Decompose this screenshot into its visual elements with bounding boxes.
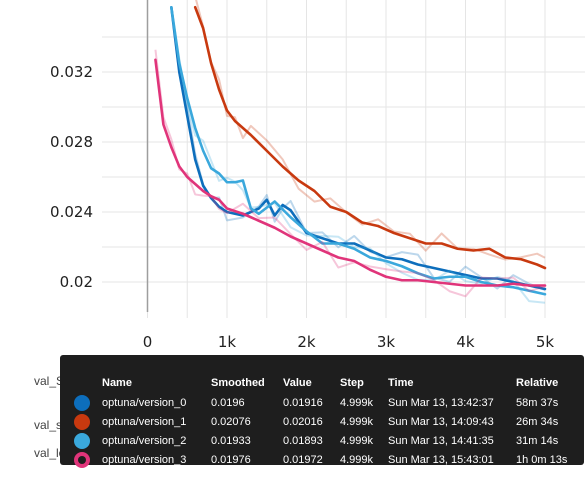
smoothed-value: 0.02076 bbox=[211, 413, 251, 431]
x-tick-labels: 0 1k 2k 3k 4k 5k bbox=[143, 333, 555, 351]
tooltip-row-version-2: optuna/version_2 0.01933 0.01893 4.999k … bbox=[60, 432, 584, 450]
raw-value: 0.02016 bbox=[283, 413, 323, 431]
smoothed-value: 0.01976 bbox=[211, 451, 251, 469]
tooltip-header-time: Time bbox=[388, 374, 413, 392]
run-name: optuna/version_0 bbox=[102, 394, 186, 412]
time-value: Sun Mar 13, 14:09:43 bbox=[388, 413, 494, 431]
series-color-dot bbox=[74, 414, 90, 430]
x-tick-label: 4k bbox=[456, 333, 475, 351]
step-value: 4.999k bbox=[340, 413, 373, 431]
tooltip-header-value: Value bbox=[283, 374, 312, 392]
raw-series-line bbox=[195, 0, 545, 260]
loss-line-chart[interactable]: 0.032 0.028 0.024 0.02 0 1k 2k 3k 4k 5k bbox=[0, 0, 585, 355]
relative-value: 1h 0m 13s bbox=[516, 451, 567, 469]
run-name: optuna/version_1 bbox=[102, 413, 186, 431]
tooltip-header-relative: Relative bbox=[516, 374, 558, 392]
relative-value: 58m 37s bbox=[516, 394, 558, 412]
step-value: 4.999k bbox=[340, 451, 373, 469]
tooltip-header-row: Name Smoothed Value Step Time Relative bbox=[60, 374, 584, 392]
y-tick-label: 0.02 bbox=[60, 273, 93, 291]
series-line-optuna-version-3[interactable] bbox=[155, 60, 545, 286]
series-tooltip: Name Smoothed Value Step Time Relative o… bbox=[60, 355, 584, 465]
x-tick-label: 5k bbox=[536, 333, 555, 351]
x-tick-label: 3k bbox=[377, 333, 396, 351]
series-color-dot bbox=[74, 433, 90, 449]
run-name: optuna/version_3 bbox=[102, 451, 186, 469]
smoothed-value: 0.01933 bbox=[211, 432, 251, 450]
run-name: optuna/version_2 bbox=[102, 432, 186, 450]
y-tick-label: 0.024 bbox=[50, 203, 93, 221]
series-color-dot bbox=[74, 395, 90, 411]
step-value: 4.999k bbox=[340, 394, 373, 412]
x-tick-label: 2k bbox=[297, 333, 316, 351]
x-tick-label: 1k bbox=[218, 333, 237, 351]
y-tick-label: 0.028 bbox=[50, 133, 93, 151]
smoothed-value: 0.0196 bbox=[211, 394, 245, 412]
tooltip-row-version-1: optuna/version_1 0.02076 0.02016 4.999k … bbox=[60, 413, 584, 431]
tooltip-row-version-3: optuna/version_3 0.01976 0.01972 4.999k … bbox=[60, 451, 584, 469]
raw-value: 0.01893 bbox=[283, 432, 323, 450]
relative-value: 26m 34s bbox=[516, 413, 558, 431]
series-layer bbox=[155, 0, 545, 303]
series-color-dot bbox=[74, 452, 90, 468]
raw-value: 0.01972 bbox=[283, 451, 323, 469]
time-value: Sun Mar 13, 15:43:01 bbox=[388, 451, 494, 469]
tooltip-row-version-0: optuna/version_0 0.0196 0.01916 4.999k S… bbox=[60, 394, 584, 412]
series-line-optuna-version-1[interactable] bbox=[195, 7, 545, 268]
raw-value: 0.01916 bbox=[283, 394, 323, 412]
tooltip-header-name: Name bbox=[102, 374, 132, 392]
y-tick-label: 0.032 bbox=[50, 63, 93, 81]
time-value: Sun Mar 13, 14:41:35 bbox=[388, 432, 494, 450]
relative-value: 31m 14s bbox=[516, 432, 558, 450]
tooltip-header-step: Step bbox=[340, 374, 364, 392]
step-value: 4.999k bbox=[340, 432, 373, 450]
time-value: Sun Mar 13, 13:42:37 bbox=[388, 394, 494, 412]
chart-grid bbox=[102, 0, 585, 318]
y-tick-labels: 0.032 0.028 0.024 0.02 bbox=[50, 63, 93, 291]
x-tick-label: 0 bbox=[143, 333, 153, 351]
tooltip-header-smoothed: Smoothed bbox=[211, 374, 265, 392]
